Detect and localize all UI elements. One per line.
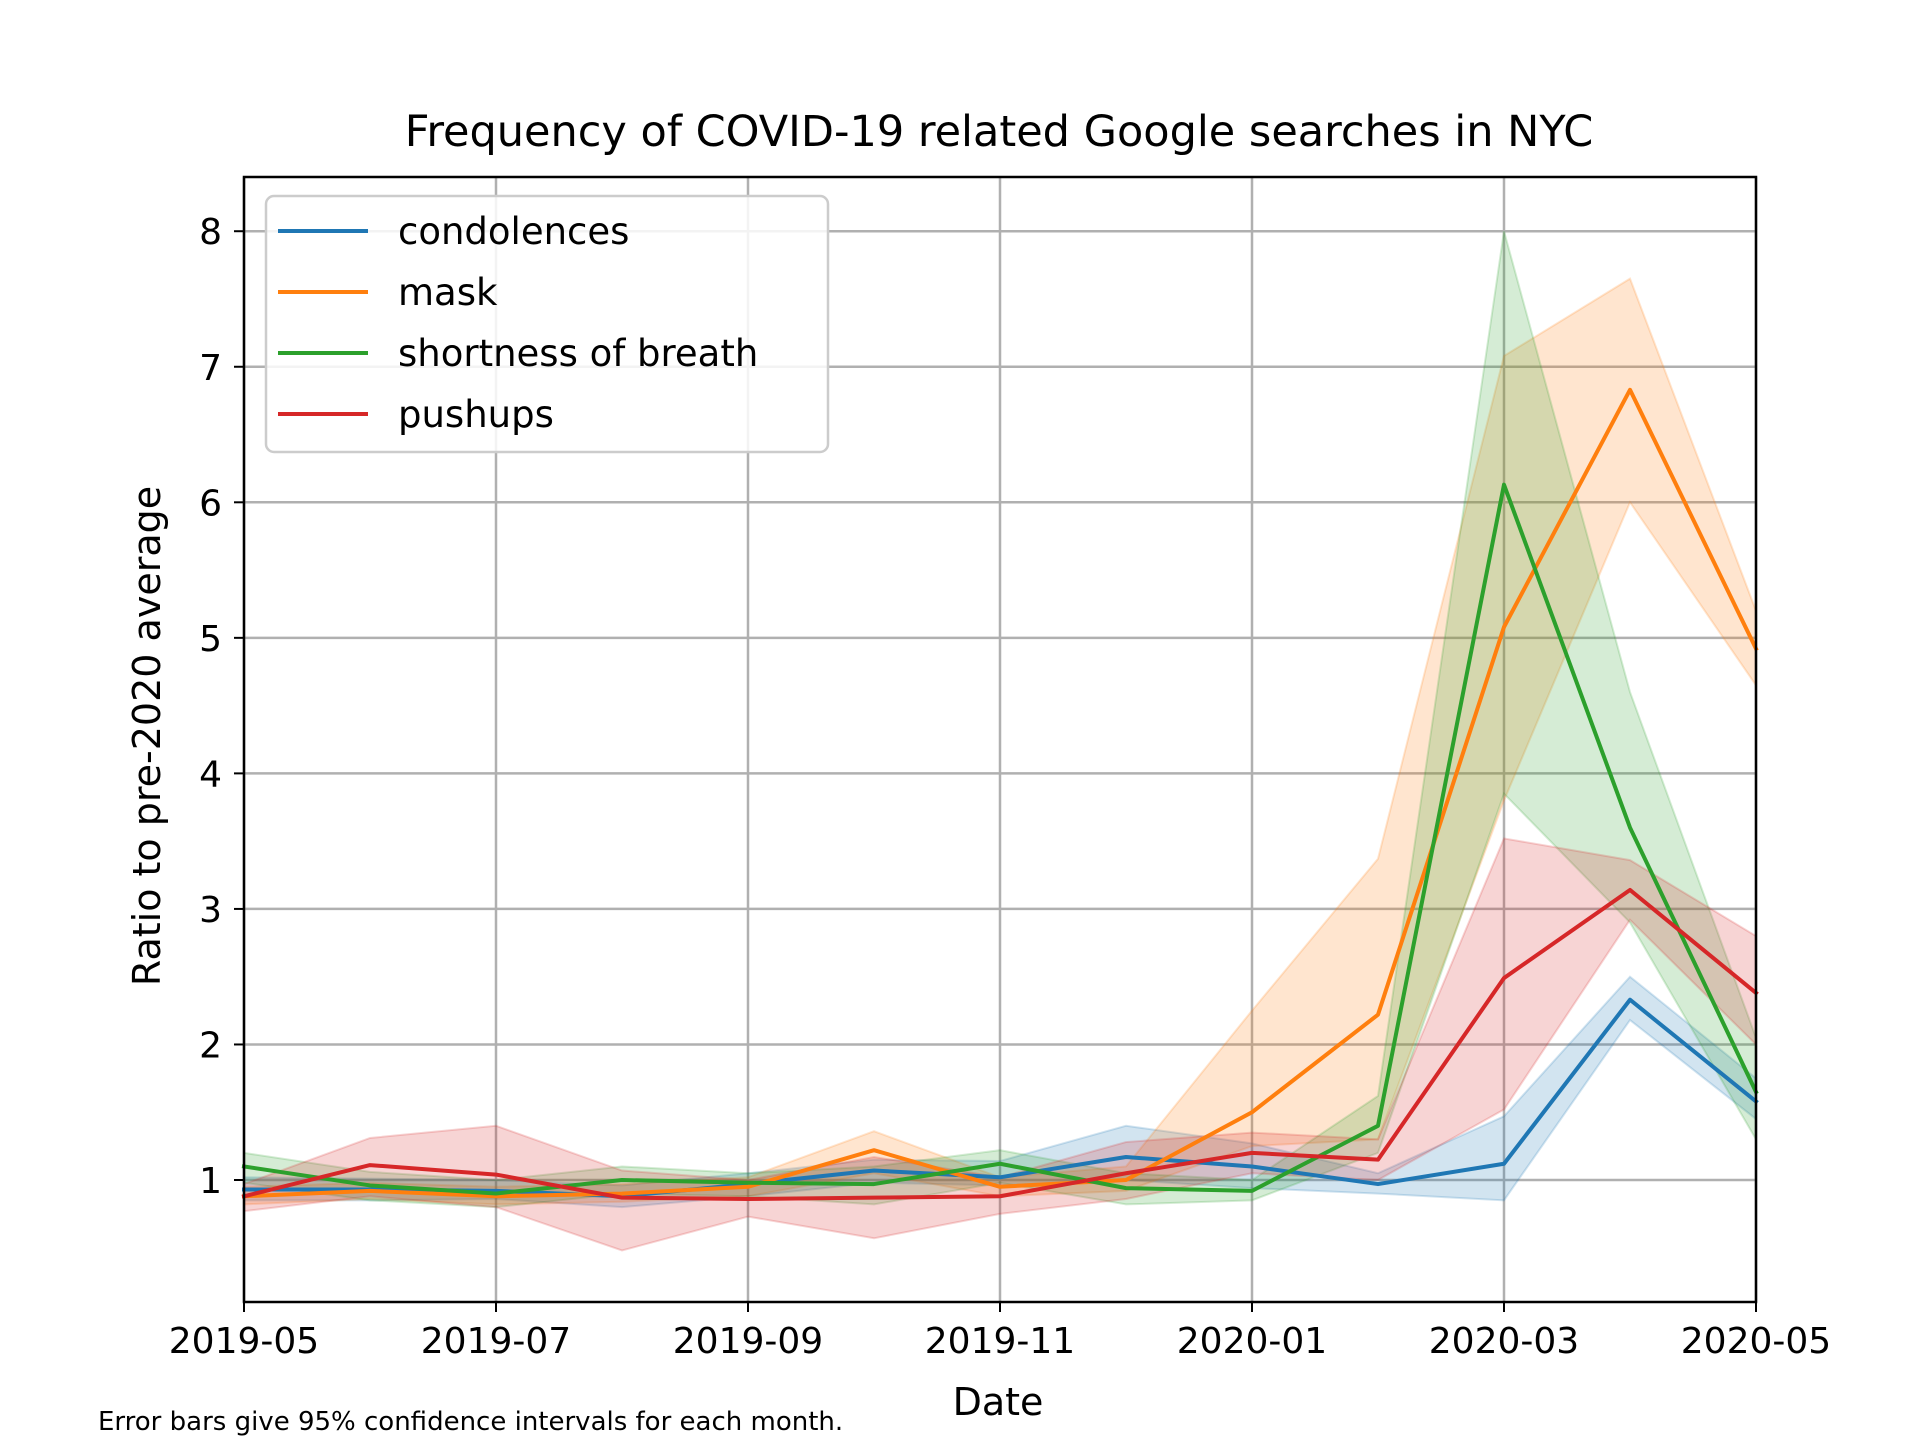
chart-title: Frequency of COVID-19 related Google sea… <box>405 107 1594 157</box>
x-tick-label: 2019-11 <box>925 1321 1075 1362</box>
x-tick-label: 2020-05 <box>1681 1321 1831 1362</box>
grid <box>242 177 1758 1302</box>
x-tick-label: 2019-09 <box>673 1321 823 1362</box>
y-tick-label: 3 <box>199 890 222 931</box>
chart-caption: Error bars give 95% confidence intervals… <box>98 1407 843 1437</box>
legend-label-mask: mask <box>398 271 498 314</box>
line-pushups <box>241 887 1759 1201</box>
x-axis-label: Date <box>953 1380 1044 1424</box>
line-condolences <box>242 997 1759 1199</box>
legend: condolences mask shortness of breath pushup… <box>264 194 830 454</box>
x-tick-label: 2019-05 <box>169 1321 319 1362</box>
x-tick-label: 2020-03 <box>1429 1321 1579 1362</box>
y-tick-label: 8 <box>199 212 222 253</box>
legend-label-pushups: pushups <box>398 393 554 436</box>
y-tick-label: 2 <box>199 1025 222 1066</box>
legend-label-shortness-of-breath: shortness of breath <box>398 332 758 375</box>
y-tick-label: 4 <box>199 754 222 795</box>
x-tick-label: 2019-07 <box>421 1321 571 1362</box>
y-axis-label: Ratio to pre-2020 average <box>125 486 169 986</box>
y-tick-label: 5 <box>199 619 222 660</box>
y-tick-label: 7 <box>199 348 222 389</box>
line-mask <box>241 387 1759 1199</box>
legend-box <box>264 194 830 454</box>
legend-label-condolences: condolences <box>398 210 629 253</box>
series-lines <box>241 387 1759 1201</box>
y-tick-label: 6 <box>199 483 222 524</box>
line-shortness-of-breath <box>241 482 1759 1196</box>
x-tick-label: 2020-01 <box>1177 1321 1327 1362</box>
axis-ticks: 2019-05 2019-07 2019-09 2019-11 2020-01 2020-… <box>169 212 1831 1362</box>
y-tick-label: 1 <box>199 1161 222 1202</box>
